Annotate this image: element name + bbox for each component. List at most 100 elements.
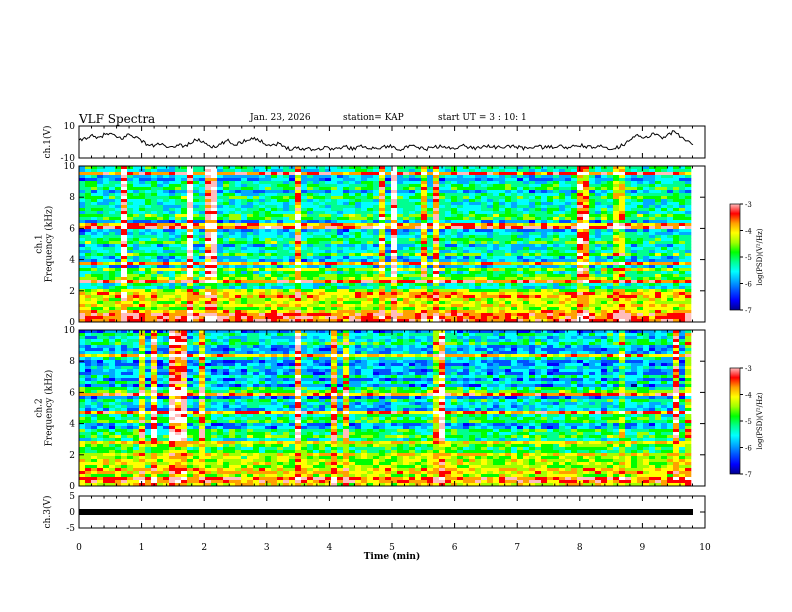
spectrogram-cell bbox=[133, 244, 140, 248]
spectrogram-cell bbox=[295, 172, 302, 176]
spectrogram-cell bbox=[679, 298, 686, 302]
spectrogram-cell bbox=[517, 280, 524, 284]
spectrogram-cell bbox=[229, 220, 236, 224]
spectrogram-cell bbox=[271, 229, 278, 233]
spectrogram-cell bbox=[427, 205, 434, 209]
spectrogram-cell bbox=[685, 286, 692, 290]
spectrogram-cell bbox=[685, 238, 692, 242]
spectrogram-cell bbox=[157, 208, 164, 212]
spectrogram-cell bbox=[571, 292, 578, 296]
spectrogram-cell bbox=[343, 283, 350, 287]
spectrogram-cell bbox=[373, 184, 380, 188]
spectrogram-cell bbox=[373, 283, 380, 287]
spectrogram-cell bbox=[523, 178, 530, 182]
spectrogram-cell bbox=[355, 223, 362, 227]
spectrogram-cell bbox=[661, 190, 668, 194]
spectrogram-cell bbox=[109, 277, 116, 281]
spectrogram-cell bbox=[109, 202, 116, 206]
spectrogram-cell bbox=[535, 265, 542, 269]
spectrogram-cell bbox=[319, 190, 326, 194]
spectrogram-cell bbox=[415, 292, 422, 296]
spectrogram-cell bbox=[349, 241, 356, 245]
spectrogram-cell bbox=[481, 229, 488, 233]
spectrogram-cell bbox=[259, 166, 266, 170]
spectrogram-cell bbox=[85, 271, 92, 275]
spectrogram-cell bbox=[85, 172, 92, 176]
spectrogram-cell bbox=[217, 250, 224, 254]
spectrogram-cell bbox=[487, 202, 494, 206]
spectrogram-cell bbox=[121, 205, 128, 209]
spectrogram-cell bbox=[115, 286, 122, 290]
spectrogram-cell bbox=[175, 220, 182, 224]
spectrogram-cell bbox=[565, 232, 572, 236]
spectrogram-cell bbox=[679, 217, 686, 221]
spectrogram-cell bbox=[253, 283, 260, 287]
spectrogram-cell bbox=[103, 166, 110, 170]
spectrogram-cell bbox=[679, 190, 686, 194]
spectrogram-cell bbox=[577, 220, 584, 224]
spectrogram-cell bbox=[151, 190, 158, 194]
spectrogram-cell bbox=[133, 235, 140, 239]
spectrogram-cell bbox=[637, 241, 644, 245]
spectrogram-cell bbox=[625, 289, 632, 293]
spectrogram-cell bbox=[127, 226, 134, 230]
spectrogram-cell bbox=[355, 202, 362, 206]
spectrogram-cell bbox=[319, 220, 326, 224]
spectrogram-cell bbox=[475, 292, 482, 296]
spectrogram-cell bbox=[223, 199, 230, 203]
spectrogram-cell bbox=[643, 175, 650, 179]
spectrogram-cell bbox=[511, 265, 518, 269]
spectrogram-cell bbox=[193, 181, 200, 185]
spectrogram-cell bbox=[115, 202, 122, 206]
spectrogram-cell bbox=[601, 310, 608, 314]
spectrogram-cell bbox=[463, 259, 470, 263]
spectrogram-cell bbox=[169, 283, 176, 287]
spectrogram-cell bbox=[241, 178, 248, 182]
spectrogram-cell bbox=[499, 253, 506, 257]
spectrogram-cell bbox=[493, 298, 500, 302]
spectrogram-cell bbox=[205, 289, 212, 293]
spectrogram-cell bbox=[241, 166, 248, 170]
spectrogram-cell bbox=[199, 226, 206, 230]
spectrogram-cell bbox=[517, 208, 524, 212]
spectrogram-cell bbox=[277, 169, 284, 173]
spectrogram-cell bbox=[151, 202, 158, 206]
spectrogram-cell bbox=[139, 178, 146, 182]
spectrogram-cell bbox=[151, 172, 158, 176]
spectrogram-cell bbox=[85, 247, 92, 251]
spectrogram-cell bbox=[547, 289, 554, 293]
spectrogram-cell bbox=[301, 196, 308, 200]
spectrogram-cell bbox=[607, 205, 614, 209]
spectrogram-cell bbox=[187, 217, 194, 221]
spectrogram-cell bbox=[415, 304, 422, 308]
spectrogram-cell bbox=[541, 304, 548, 308]
spectrogram-cell bbox=[463, 283, 470, 287]
spectrogram-cell bbox=[667, 277, 674, 281]
spectrogram-cell bbox=[571, 229, 578, 233]
spectrogram-cell bbox=[391, 298, 398, 302]
spectrogram-cell bbox=[397, 259, 404, 263]
spectrogram-cell bbox=[277, 232, 284, 236]
spectrogram-cell bbox=[157, 271, 164, 275]
spectrogram-cell bbox=[259, 235, 266, 239]
spectrogram-cell bbox=[511, 238, 518, 242]
spectrogram-cell bbox=[211, 265, 218, 269]
spectrogram-cell bbox=[187, 208, 194, 212]
spectrogram-cell bbox=[679, 169, 686, 173]
spectrogram-cell bbox=[601, 292, 608, 296]
spectrogram-cell bbox=[343, 166, 350, 170]
spectrogram-cell bbox=[631, 223, 638, 227]
spectrogram-cell bbox=[115, 277, 122, 281]
spectrogram-cell bbox=[601, 262, 608, 266]
spectrogram-cell bbox=[265, 265, 272, 269]
spectrogram-cell bbox=[289, 175, 296, 179]
spectrogram-cell bbox=[541, 208, 548, 212]
spectrogram-cell bbox=[247, 199, 254, 203]
spectrogram-cell bbox=[457, 298, 464, 302]
spectrogram-cell bbox=[445, 199, 452, 203]
spectrogram-cell bbox=[577, 310, 584, 314]
spectrogram-cell bbox=[403, 217, 410, 221]
spectrogram-cell bbox=[337, 271, 344, 275]
spectrogram-cell bbox=[427, 289, 434, 293]
spectrogram-cell bbox=[313, 289, 320, 293]
